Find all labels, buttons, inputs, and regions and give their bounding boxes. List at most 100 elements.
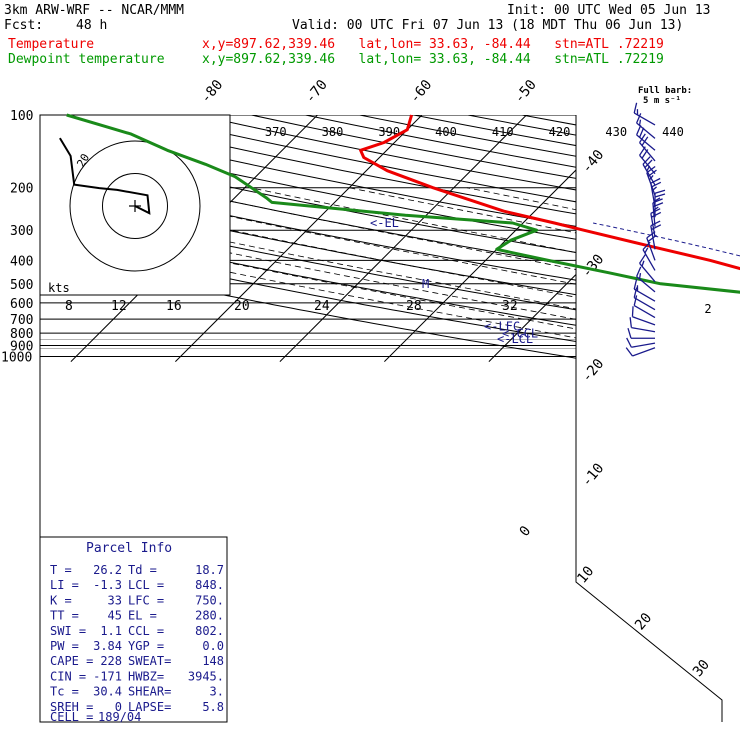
- parcel-info-value: 3.84: [93, 639, 122, 653]
- parcel-info-key: LAPSE=: [128, 700, 171, 714]
- pressure-tick-label: 200: [10, 182, 33, 197]
- parcel-info-key: HWBZ=: [128, 669, 164, 683]
- pressure-tick-label: 400: [10, 254, 33, 269]
- parcel-info-value: -171: [93, 669, 122, 683]
- hodograph-speed-label: 32: [502, 299, 518, 314]
- pressure-tick-label: 1000: [1, 351, 32, 366]
- wind-barb-flag: [636, 266, 642, 277]
- parcel-info-key: YGP =: [128, 639, 164, 653]
- parcel-info-key: SHEAR=: [128, 685, 171, 699]
- temperature-tick-label: -50: [511, 77, 540, 107]
- hodograph-speed-label: 12: [111, 299, 127, 314]
- theta-tick-label: 420: [549, 125, 571, 139]
- barb-unit: 5 m s⁻¹: [643, 96, 681, 106]
- parcel-info-key: LFC =: [128, 593, 164, 607]
- parcel-info-key: T =: [50, 563, 72, 577]
- parcel-info-value: 3.: [210, 685, 224, 699]
- parcel-info-value: 26.2: [93, 563, 122, 577]
- wind-barb-shaft: [639, 142, 656, 162]
- wind-barb-shaft: [633, 112, 656, 126]
- wind-barb-shaft: [636, 134, 656, 151]
- parcel-info-key: CCL =: [128, 624, 164, 638]
- parcel-info-value: 33: [108, 593, 122, 607]
- parcel-info-value: 148: [202, 654, 224, 668]
- dry-adiabat: [40, 115, 722, 363]
- mixing-ratio-label: 2: [704, 302, 711, 316]
- parcel-info-key: K =: [50, 593, 72, 607]
- hodograph-ring-inner: [102, 173, 168, 239]
- wind-barb-flag: [641, 260, 645, 267]
- wind-barb-flag: [626, 337, 632, 348]
- wind-barb-flag: [638, 119, 642, 126]
- temperature-tick-label: -80: [198, 77, 227, 107]
- hodograph-speed-label: 16: [166, 299, 182, 314]
- parcel-info-value: 18.7: [195, 563, 224, 577]
- parcel-info-key: Td =: [128, 563, 157, 577]
- level-marker: <-CCL: [502, 326, 538, 340]
- wind-barb: [633, 295, 656, 319]
- wind-barb-flag: [636, 113, 642, 124]
- isotherm: [0, 110, 9, 362]
- wind-barb-shaft: [632, 316, 656, 326]
- parcel-info-box: [39, 536, 228, 723]
- dry-adiabat: [143, 115, 722, 363]
- dry-adiabat: [40, 115, 598, 363]
- pressure-tick-label: 800: [10, 327, 33, 342]
- pressure-tick-label: 500: [10, 278, 33, 293]
- temperature-tick-label: -60: [407, 77, 436, 107]
- theta-tick-label: 400: [435, 125, 457, 139]
- wind-barb-flag: [644, 247, 649, 254]
- wind-barb: [639, 133, 656, 162]
- wind-barb-shaft: [633, 305, 656, 319]
- parcel-info-value: 802.: [195, 624, 224, 638]
- hodograph-speed-label: 28: [406, 299, 422, 314]
- parcel-info-key: SWEAT=: [128, 654, 171, 668]
- parcel-info-key: EL =: [128, 609, 157, 623]
- wind-barb: [636, 266, 656, 293]
- wind-barb: [626, 337, 656, 348]
- wind-barb-flag: [633, 102, 638, 114]
- isotherm: [279, 115, 533, 362]
- wind-barb-shaft: [639, 154, 656, 175]
- forecast-hour: 48 h: [76, 18, 108, 33]
- dry-adiabat: [197, 115, 722, 363]
- parcel-info-value: 0: [115, 700, 122, 714]
- parcel-info-value: 280.: [195, 609, 224, 623]
- wind-barb-flag: [633, 295, 638, 306]
- isotherm: [175, 115, 428, 362]
- isotherm: [593, 115, 722, 362]
- wind-barb-flag: [651, 181, 662, 188]
- dry-adiabat: [40, 115, 722, 363]
- parcel-info-value: 45: [108, 609, 122, 623]
- wind-barb-flag: [639, 254, 646, 264]
- parcel-info-key: LCL =: [128, 578, 164, 592]
- forecast-label: Fcst:: [4, 18, 44, 33]
- isotherm: [697, 115, 722, 362]
- wind-barb-shaft: [646, 237, 656, 261]
- wind-barb-shaft: [631, 326, 656, 333]
- wind-barb: [633, 278, 656, 302]
- model-title: 3km ARW-WRF -- NCAR/MMM: [4, 3, 185, 18]
- hodograph-trace: [59, 137, 151, 215]
- wind-barb: [625, 347, 656, 357]
- wind-barb-shaft: [642, 249, 656, 271]
- level-marker: <-LCL: [497, 332, 533, 346]
- wind-barb-flag: [631, 306, 634, 317]
- parcel-info-value: 5.8: [202, 700, 224, 714]
- wind-barb-flag: [638, 127, 645, 138]
- wind-barb: [633, 102, 656, 126]
- hodograph-ring-outer: [69, 140, 201, 272]
- dry-adiabat: [684, 115, 722, 363]
- wind-barb: [636, 125, 656, 151]
- parcel-info-value: 750.: [195, 593, 224, 607]
- init-time: Init: 00 UTC Wed 05 Jun 13: [507, 3, 711, 18]
- theta-tick-label: 370: [265, 125, 287, 139]
- level-marker: <-EL: [370, 216, 399, 230]
- parcel-info-key: TT =: [50, 609, 79, 623]
- wind-barb-shaft: [652, 202, 656, 227]
- wind-barb-shaft: [639, 262, 656, 283]
- wind-barb-shaft: [636, 275, 656, 293]
- wind-barb-flag: [629, 317, 633, 328]
- moist-adiabat: [40, 187, 722, 362]
